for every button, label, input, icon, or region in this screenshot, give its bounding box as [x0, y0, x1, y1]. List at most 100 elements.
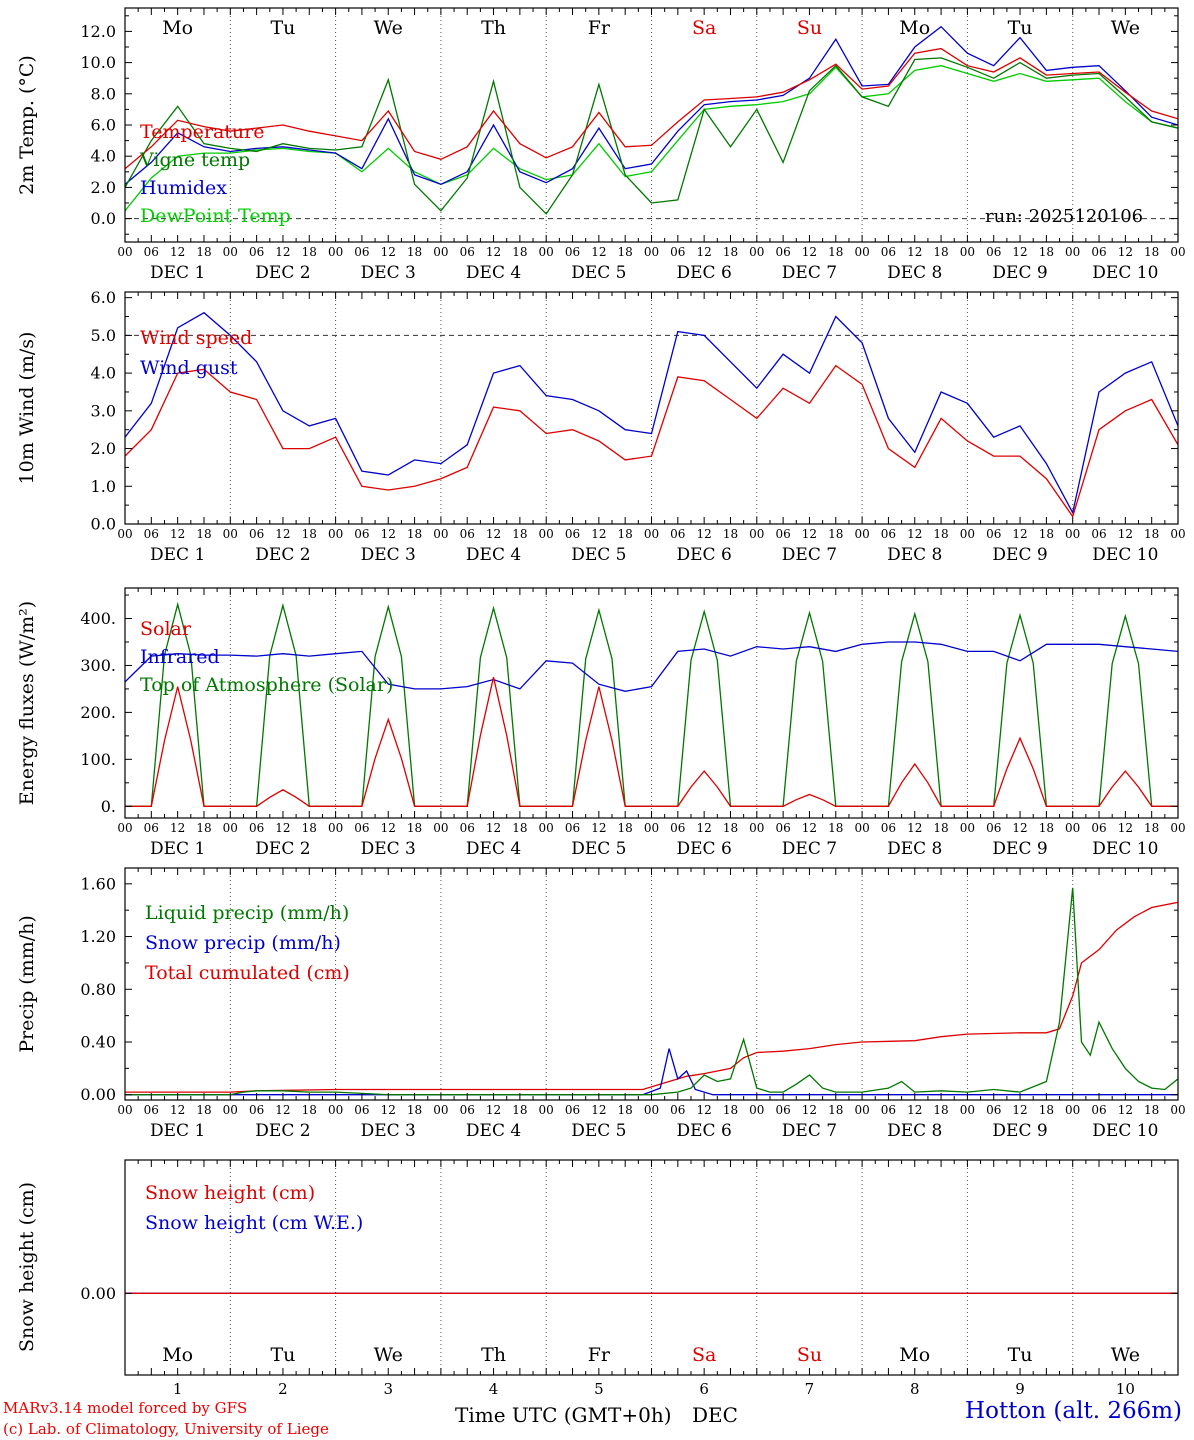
time-axis-label: Time UTC (GMT+0h): [455, 1403, 672, 1427]
x-tick-label: 18: [933, 245, 948, 259]
x-tick-label: 00: [644, 245, 659, 259]
x-tick-label: 06: [670, 245, 685, 259]
x-tick-label: 06: [144, 1103, 159, 1117]
panel-border: [124, 587, 1179, 819]
x-tick-label: 12: [802, 527, 817, 541]
x-tick-label: 00: [433, 821, 448, 835]
x-tick-label: 06: [354, 1103, 369, 1117]
series-dewpoint-temp: [125, 65, 1178, 212]
x-day-number: 2: [278, 1380, 288, 1398]
x-day-label: DEC 10: [1092, 263, 1158, 283]
y-tick-label: 2.0: [91, 439, 116, 458]
y-tick-label: 10.0: [80, 53, 116, 72]
x-tick-label: 06: [775, 527, 790, 541]
legend-snow-height: Snow height (cm): [145, 1182, 316, 1204]
x-day-label: DEC 2: [255, 263, 310, 283]
x-tick-label: 12: [1012, 1103, 1027, 1117]
x-day-label: DEC 6: [677, 263, 732, 283]
x-tick-label: 12: [802, 245, 817, 259]
x-tick-label: 18: [933, 527, 948, 541]
weekday-label: Su: [797, 17, 822, 39]
x-tick-label: 12: [1012, 245, 1027, 259]
x-tick-label: 18: [512, 1103, 527, 1117]
x-tick-label: 00: [749, 821, 764, 835]
series-snow-precip-mm-h: [125, 1048, 1178, 1096]
x-tick-label: 18: [407, 1103, 422, 1117]
x-tick-label: 18: [196, 1103, 211, 1117]
y-tick-label: 0.: [101, 797, 116, 816]
x-tick-label: 06: [460, 527, 475, 541]
x-day-number: 10: [1116, 1380, 1135, 1398]
x-tick-label: 18: [302, 245, 317, 259]
x-tick-label: 12: [697, 527, 712, 541]
x-tick-label: 18: [512, 245, 527, 259]
x-tick-label: 18: [1144, 1103, 1159, 1117]
weekday-label: Fr: [588, 1344, 611, 1366]
x-tick-label: 06: [565, 527, 580, 541]
y-tick-label: 4.0: [91, 364, 116, 383]
x-day-label: DEC 8: [887, 1121, 942, 1141]
x-tick-label: 06: [881, 1103, 896, 1117]
panel-temp: 00 06 12 18 00 06 12 18 00 06 12 18 00 06 12 18 00 06 12 18…: [80, 7, 1186, 283]
x-day-label: DEC 3: [361, 545, 416, 565]
x-tick-label: 06: [670, 1103, 685, 1117]
x-day-label: DEC 8: [887, 545, 942, 565]
x-day-number: 3: [383, 1380, 393, 1398]
x-tick-label: 00: [854, 527, 869, 541]
y-tick-label: 6.0: [91, 288, 116, 307]
x-tick-label: 12: [697, 245, 712, 259]
legend-dewpoint-temp: DewPoint Temp: [140, 205, 291, 227]
x-tick-label: 12: [486, 821, 501, 835]
series-humidex: [125, 25, 1178, 186]
series-wind-speed: [125, 364, 1178, 518]
x-tick-label: 00: [960, 1103, 975, 1117]
x-tick-label: 06: [249, 1103, 264, 1117]
x-tick-label: 00: [328, 527, 343, 541]
x-tick-label: 12: [1118, 1103, 1133, 1117]
x-tick-label: 06: [986, 1103, 1001, 1117]
x-tick-label: 06: [1091, 1103, 1106, 1117]
y-tick-label: 200.: [80, 703, 116, 722]
x-tick-label: 18: [407, 245, 422, 259]
y-axis-title-wind: 10m Wind (m/s): [16, 331, 38, 485]
y-tick-label: 0.40: [80, 1033, 116, 1052]
weekday-label: Sa: [692, 1344, 716, 1366]
legend-infrared: Infrared: [140, 646, 220, 668]
x-tick-label: 06: [1091, 821, 1106, 835]
x-tick-label: 12: [275, 245, 290, 259]
x-tick-label: 06: [144, 527, 159, 541]
x-tick-label: 06: [881, 245, 896, 259]
x-day-label: DEC 5: [571, 545, 626, 565]
x-tick-label: 12: [1012, 527, 1027, 541]
x-tick-label: 18: [302, 1103, 317, 1117]
x-tick-label: 06: [1091, 527, 1106, 541]
weekday-label: Tu: [1008, 1344, 1033, 1366]
x-day-label: DEC 4: [466, 839, 521, 859]
x-tick-label: 00: [960, 245, 975, 259]
x-tick-label: 12: [170, 1103, 185, 1117]
x-tick-label: 18: [828, 1103, 843, 1117]
series-wind-gust: [125, 311, 1178, 515]
x-tick-label: 00: [117, 245, 132, 259]
y-axis-title-temperature: 2m Temp. (°C): [16, 55, 38, 195]
legend-total-cumulated: Total cumulated (cm): [145, 962, 350, 984]
x-tick-label: 00: [1170, 527, 1185, 541]
x-tick-label: 00: [1065, 527, 1080, 541]
y-tick-label: 0.0: [91, 515, 116, 534]
x-tick-label: 06: [565, 245, 580, 259]
series-vigne-temp: [125, 57, 1178, 215]
x-day-label: DEC 5: [571, 263, 626, 283]
x-day-number: 4: [489, 1380, 499, 1398]
weekday-label: Sa: [692, 17, 716, 39]
x-tick-label: 12: [170, 527, 185, 541]
x-tick-label: 18: [618, 1103, 633, 1117]
panel-precip: 00 06 12 18 00 06 12 18 00 06 12 18 00 06 12 18 00 06 12 18…: [80, 867, 1186, 1141]
x-tick-label: 06: [460, 245, 475, 259]
x-day-label: DEC 10: [1092, 545, 1158, 565]
x-tick-label: 18: [1039, 245, 1054, 259]
x-tick-label: 12: [1118, 821, 1133, 835]
x-tick-label: 12: [907, 1103, 922, 1117]
weekday-label: Fr: [588, 17, 611, 39]
x-tick-label: 18: [407, 527, 422, 541]
x-tick-label: 18: [512, 527, 527, 541]
